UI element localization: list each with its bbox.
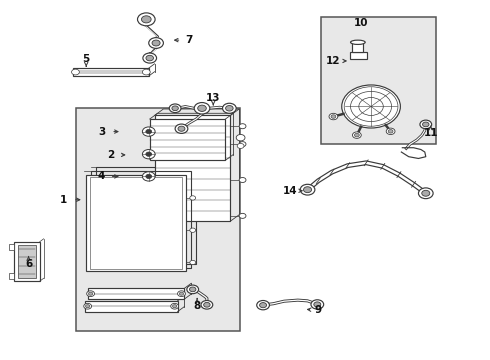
Circle shape: [190, 287, 196, 292]
Circle shape: [143, 172, 155, 181]
Circle shape: [257, 301, 270, 310]
Text: 12: 12: [326, 56, 340, 66]
Circle shape: [84, 303, 92, 309]
Bar: [18, 245, 36, 278]
Circle shape: [143, 53, 157, 63]
Polygon shape: [150, 119, 225, 160]
Text: 1: 1: [60, 195, 67, 205]
Circle shape: [352, 132, 361, 138]
Bar: [96, 167, 196, 264]
Text: 14: 14: [283, 186, 298, 196]
Polygon shape: [155, 116, 230, 221]
Circle shape: [194, 103, 210, 114]
Circle shape: [388, 130, 393, 133]
Circle shape: [260, 303, 267, 308]
Text: 7: 7: [185, 35, 193, 45]
Circle shape: [329, 113, 338, 120]
Bar: [14, 242, 40, 281]
Text: 13: 13: [206, 93, 220, 103]
Circle shape: [146, 152, 152, 156]
Circle shape: [86, 305, 90, 308]
Circle shape: [197, 105, 206, 112]
Text: 6: 6: [25, 259, 32, 269]
Circle shape: [179, 292, 184, 295]
Text: 3: 3: [98, 127, 106, 136]
Circle shape: [422, 190, 430, 196]
Circle shape: [146, 174, 152, 179]
Circle shape: [225, 105, 233, 111]
Text: 8: 8: [194, 301, 201, 311]
Circle shape: [239, 141, 246, 147]
Circle shape: [143, 69, 150, 75]
Circle shape: [418, 188, 433, 199]
Circle shape: [169, 104, 181, 113]
Text: 4: 4: [97, 171, 104, 181]
Circle shape: [172, 106, 178, 111]
Text: 10: 10: [354, 18, 368, 28]
Text: 11: 11: [423, 129, 438, 138]
Bar: [349, 52, 367, 59]
Circle shape: [386, 128, 395, 135]
Circle shape: [178, 126, 185, 131]
Bar: [73, 68, 149, 76]
Circle shape: [239, 213, 246, 219]
Circle shape: [190, 228, 196, 232]
Circle shape: [300, 184, 315, 195]
Circle shape: [143, 149, 155, 159]
Circle shape: [152, 40, 160, 46]
Circle shape: [149, 38, 163, 48]
Circle shape: [187, 285, 198, 294]
Circle shape: [354, 133, 359, 137]
Circle shape: [172, 305, 177, 308]
Circle shape: [239, 124, 246, 129]
Circle shape: [177, 291, 185, 297]
Circle shape: [190, 260, 196, 265]
Circle shape: [311, 300, 324, 309]
Bar: [76, 108, 240, 330]
Circle shape: [87, 291, 95, 297]
Bar: [88, 288, 184, 299]
Bar: [85, 301, 177, 312]
Circle shape: [138, 13, 155, 26]
Bar: [352, 42, 363, 52]
Bar: [91, 171, 191, 268]
Circle shape: [237, 143, 244, 148]
Text: 2: 2: [107, 150, 114, 160]
Circle shape: [420, 120, 432, 129]
Circle shape: [72, 69, 79, 75]
Ellipse shape: [350, 40, 365, 44]
Bar: [86, 175, 186, 271]
Circle shape: [142, 16, 151, 23]
Circle shape: [171, 303, 178, 309]
Circle shape: [190, 196, 196, 200]
Circle shape: [303, 187, 312, 193]
Circle shape: [342, 85, 400, 128]
Bar: [321, 17, 436, 144]
Text: 9: 9: [315, 305, 322, 315]
Circle shape: [422, 122, 429, 127]
Bar: [9, 273, 14, 279]
Circle shape: [331, 115, 336, 118]
Bar: [9, 244, 14, 250]
Bar: [90, 177, 182, 269]
Circle shape: [239, 177, 246, 183]
Circle shape: [143, 127, 155, 136]
Circle shape: [236, 134, 245, 141]
Circle shape: [201, 301, 213, 309]
Circle shape: [314, 302, 321, 307]
Circle shape: [175, 124, 188, 134]
Text: 5: 5: [83, 54, 90, 64]
Circle shape: [146, 55, 153, 61]
Circle shape: [222, 103, 236, 113]
Circle shape: [204, 302, 210, 307]
Circle shape: [89, 292, 93, 295]
Circle shape: [146, 130, 152, 134]
